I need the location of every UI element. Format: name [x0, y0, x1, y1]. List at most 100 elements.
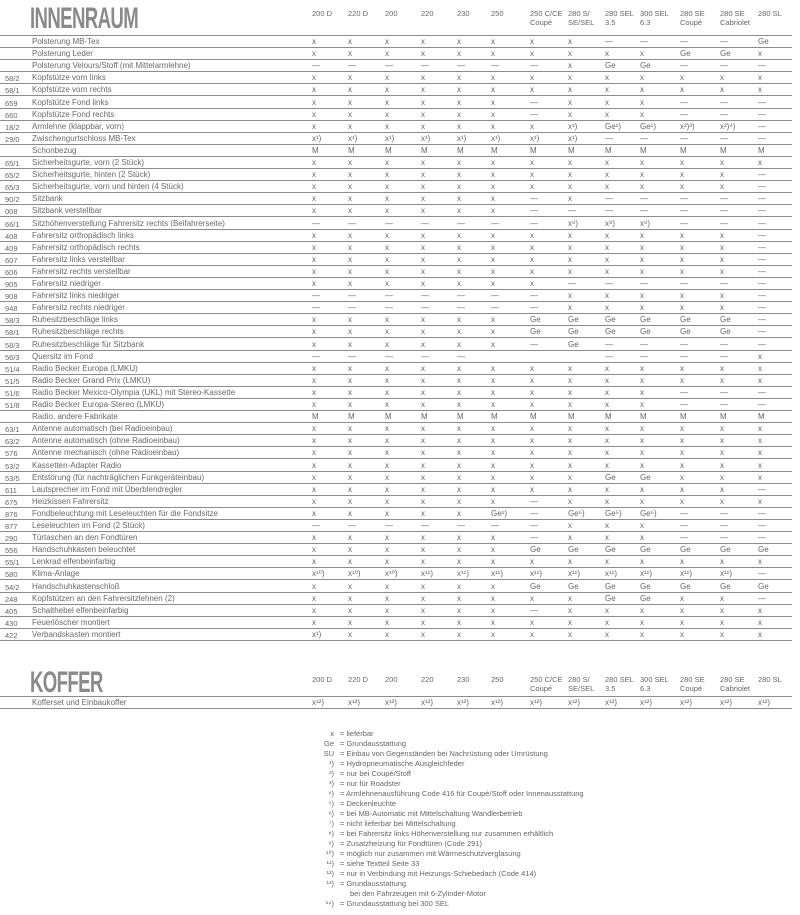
availability-cell: — — [385, 291, 393, 301]
availability-cell: Ge¹) — [605, 121, 621, 131]
availability-cell: x — [758, 363, 762, 373]
availability-cell: x — [457, 448, 461, 458]
table-row: Radio, andere Fabrikate M M M M M M M M M M M M M — [0, 411, 792, 424]
availability-cell: x¹) — [457, 133, 467, 143]
availability-cell: Ge — [568, 581, 579, 591]
table-row: 66/1 Sitzhöhenverstellung Fahrersitz rech… — [0, 218, 792, 230]
availability-cell: x — [530, 254, 534, 264]
availability-cell: x — [491, 73, 495, 83]
availability-cell: x — [605, 242, 609, 252]
availability-cell: x — [758, 557, 762, 567]
option-code: 876 — [5, 509, 18, 519]
legend-text: = nicht lieferbar bei Mittelschaltung — [340, 819, 456, 828]
availability-cell: — — [720, 37, 728, 46]
availability-cell: x — [421, 484, 425, 494]
option-code: 409 — [5, 243, 18, 253]
availability-cell: — — [680, 533, 688, 543]
availability-cell: x — [312, 85, 316, 95]
availability-cell: — — [758, 61, 766, 71]
option-code: 58/3 — [5, 316, 20, 326]
option-label: Fahrersitz orthopädisch rechts — [32, 242, 140, 252]
availability-cell: x — [720, 460, 724, 470]
availability-cell: — — [312, 218, 320, 228]
availability-cell: x⁸) — [640, 218, 651, 228]
availability-cell: x — [312, 496, 316, 506]
option-label: Sicherheitsgurte, hinten (2 Stück) — [32, 170, 151, 180]
availability-cell: Ge — [530, 327, 541, 337]
availability-cell: Ge — [758, 581, 769, 591]
availability-cell: — — [530, 521, 538, 530]
table-row: 63/2 Antenne automatisch (ohne Radioeinba… — [0, 435, 792, 448]
availability-cell: — — [758, 533, 766, 543]
availability-cell: Ge — [680, 49, 691, 59]
availability-cell: x — [720, 496, 724, 506]
availability-cell: — — [491, 291, 499, 301]
availability-cell: x — [491, 545, 495, 555]
availability-cell: x — [457, 206, 461, 216]
availability-cell: x¹¹) — [530, 569, 542, 579]
availability-cell: x — [312, 484, 316, 494]
table-row: 51/5 Radio Becker Grand Prix (LMKU) x x x x x x… — [0, 375, 792, 387]
legend-symbol: ¹⁴) — [325, 899, 334, 908]
availability-cell: x — [491, 375, 495, 385]
availability-cell: x — [421, 424, 425, 434]
option-code: 556 — [5, 546, 18, 556]
table-row: 660 Kopfstütze Fond rechts x x x x x x — x x x — — — — [0, 109, 792, 121]
availability-cell: Ge — [640, 327, 651, 337]
availability-cell: x — [568, 182, 572, 192]
column-header: 280 SL — [758, 675, 782, 684]
availability-cell: x — [348, 254, 352, 264]
table-row: 51/4 Radio Becker Europa (LMKU) x x x x x x x x x x… — [0, 363, 792, 375]
availability-cell: — — [680, 61, 688, 71]
availability-cell: x — [720, 242, 724, 252]
availability-cell: x — [385, 279, 389, 288]
option-label: Quersitz im Fond — [32, 351, 93, 361]
legend-symbol: ¹) — [329, 759, 334, 768]
availability-cell: x¹) — [568, 121, 578, 131]
availability-cell: x — [421, 85, 425, 95]
availability-cell: x⁸) — [568, 218, 579, 228]
availability-cell: x — [568, 400, 572, 409]
availability-cell: x¹⁰) — [312, 569, 325, 579]
table-row: Polsterung MB-Tex x x x x x x x x — — — — Ge — [0, 36, 792, 49]
availability-cell: Ge — [605, 315, 616, 325]
availability-cell: x — [312, 242, 316, 252]
availability-cell: x — [491, 97, 495, 107]
availability-cell: — — [457, 218, 465, 228]
availability-cell: x — [312, 97, 316, 107]
availability-cell: x — [640, 617, 644, 627]
availability-cell: x — [568, 242, 572, 252]
availability-cell: x — [457, 230, 461, 240]
availability-cell: x — [457, 617, 461, 627]
availability-cell: x — [491, 170, 495, 180]
table-row: 58/1 Kopfstütze vorn rechts x x x x x x x x x x x x x — [0, 84, 792, 97]
availability-cell: x — [568, 472, 572, 482]
legend-text: = lieferbar — [340, 729, 374, 738]
availability-cell: x — [491, 605, 495, 615]
availability-cell: — — [680, 206, 688, 216]
availability-cell: x — [640, 460, 644, 470]
availability-cell: x — [491, 484, 495, 494]
option-label: Radio Becker Grand Prix (LMKU) — [32, 375, 151, 385]
availability-cell: x — [312, 387, 316, 397]
availability-cell: — — [530, 218, 538, 228]
availability-cell: — — [491, 218, 499, 228]
availability-cell: x¹²) — [720, 698, 732, 707]
option-code: 65/1 — [5, 159, 20, 168]
availability-cell: — — [758, 230, 766, 240]
availability-cell: M — [385, 412, 392, 422]
availability-cell: x — [605, 557, 609, 567]
option-label: Radio, andere Fabrikate — [32, 412, 118, 422]
availability-cell: x — [680, 230, 684, 240]
availability-cell: x — [457, 508, 461, 518]
table-row: 51/8 Radio Becker Europa-Stereo (LMKU) x x x… — [0, 399, 792, 412]
availability-cell: x — [605, 375, 609, 385]
availability-cell: — — [530, 194, 538, 204]
availability-cell: — — [640, 206, 648, 216]
availability-cell: — — [457, 61, 465, 71]
availability-cell: x — [385, 242, 389, 252]
availability-cell: — — [530, 109, 538, 119]
availability-cell: — — [680, 37, 688, 46]
availability-cell: x — [605, 182, 609, 192]
availability-cell: Ge — [530, 581, 541, 591]
